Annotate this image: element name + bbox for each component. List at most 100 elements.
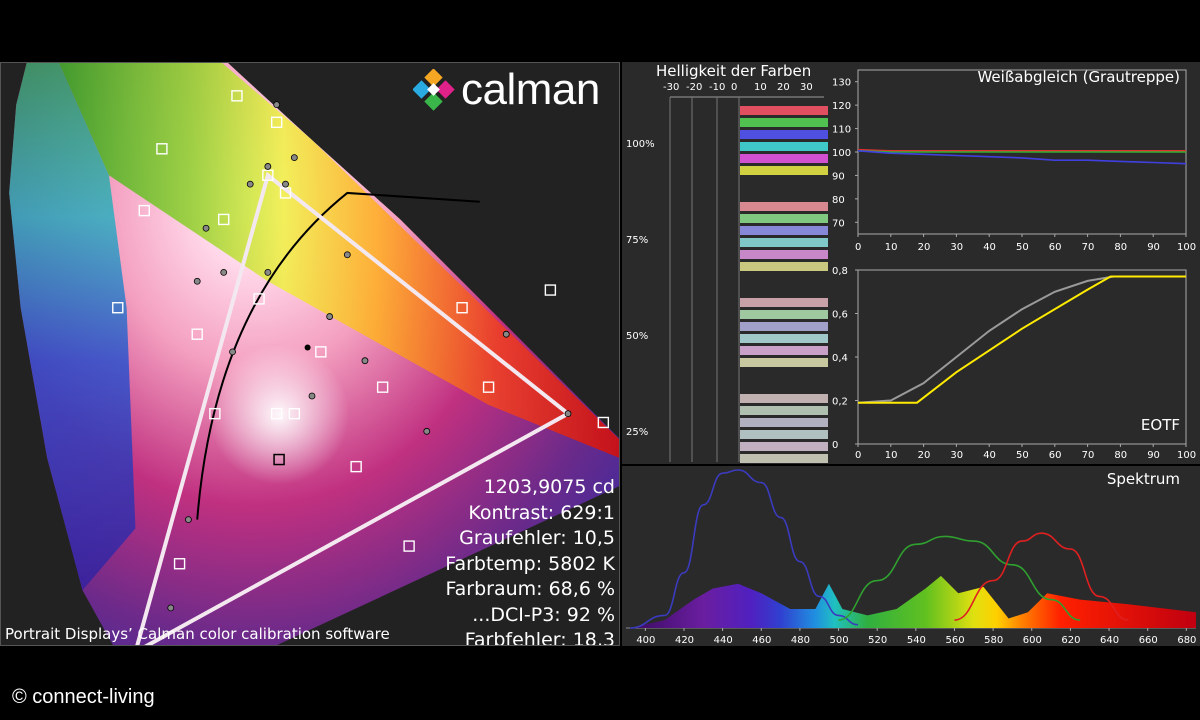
wb-y-tick-2: 110	[832, 125, 851, 136]
spectrum-reference-1	[838, 535, 1081, 621]
target-square-15	[482, 381, 495, 393]
sat-bar-0-2	[740, 130, 828, 139]
spec-x-tick-8: 560	[945, 635, 964, 646]
white-balance-title: Weißabgleich (Grautreppe)	[977, 68, 1180, 86]
spec-x-tick-12: 640	[1100, 635, 1119, 646]
measured-point-10	[343, 251, 351, 259]
measured-point-5	[220, 268, 228, 276]
eotf-x-tick-2: 20	[918, 450, 931, 461]
white-balance-chart: 130 120 110 100 90 80 70 0 10 20 30 40 50 60 70 80 90 100	[832, 69, 1196, 253]
wb-y-tick-4: 90	[832, 171, 845, 182]
spec-x-tick-10: 600	[1023, 635, 1042, 646]
measured-point-7	[290, 154, 298, 162]
measured-point-2	[246, 180, 254, 188]
sat-bar-1-4	[740, 250, 828, 259]
wb-x-tick-2: 20	[918, 242, 931, 253]
eotf-series-0	[857, 275, 1186, 404]
wb-x-tick-8: 80	[1114, 242, 1127, 253]
spec-x-tick-13: 660	[1139, 635, 1158, 646]
spectrum-chart: 400 420 440 460 480 500 520 540 560 580 600 620 640 6…	[626, 469, 1196, 646]
sat-bar-1-1	[740, 214, 828, 223]
target-square-20	[403, 540, 415, 552]
stat-color-space: Farbraum: 68,6 %	[445, 578, 615, 600]
wb-x-tick-5: 50	[1016, 242, 1029, 253]
measured-point-3	[202, 224, 210, 232]
sat-bar-3-1	[740, 406, 828, 415]
sat-x-tick-1: -20	[686, 82, 702, 93]
sat-bar-0-3	[740, 142, 828, 151]
measured-point-12	[564, 410, 572, 418]
target-square-18	[173, 558, 186, 570]
target-square-22	[270, 407, 283, 420]
eotf-frame	[857, 269, 1187, 445]
spec-x-tick-4: 480	[791, 635, 810, 646]
spectrum-panel: 400 420 440 460 480 500 520 540 560 580 600 620 640 6…	[622, 466, 1200, 646]
wb-x-tick-7: 70	[1082, 242, 1095, 253]
eotf-y-tick-3: 0,2	[832, 397, 848, 408]
target-square-11	[376, 381, 389, 393]
sat-bar-2-3	[740, 334, 828, 343]
wb-x-tick-1: 10	[885, 242, 898, 253]
measured-point-11	[502, 330, 510, 338]
sat-y-tick-3: 25%	[626, 427, 648, 438]
target-square-16	[350, 460, 362, 473]
spec-x-tick-0: 400	[636, 635, 655, 646]
wb-x-tick-4: 40	[983, 242, 996, 253]
measured-point-16	[308, 392, 316, 400]
target-square-21	[288, 407, 301, 420]
eotf-chart: 0,8 0,6 0,4 0,2 0 0 10 20 30 40 50 60 70 80 90 100	[832, 266, 1196, 461]
sat-bar-3-4	[740, 442, 828, 451]
eotf-y-tick-1: 0,6	[832, 310, 848, 321]
measurement-stats: 1203,9075 cd Kontrast: 629:1 Graufehler:…	[445, 475, 615, 646]
spec-x-tick-3: 460	[752, 635, 771, 646]
eotf-series-1	[858, 275, 1186, 404]
planckian-locus	[196, 191, 480, 520]
sat-bar-0-4	[740, 154, 828, 163]
spectrum-measured-area	[629, 575, 1196, 628]
eotf-title: EOTF	[1140, 416, 1180, 434]
sat-bar-1-2	[740, 226, 828, 235]
target-square-13	[544, 284, 557, 296]
sat-bar-0-5	[740, 166, 828, 175]
stat-color-temp: Farbtemp: 5802 K	[445, 552, 615, 575]
spec-x-tick-6: 520	[868, 635, 887, 646]
target-square-3	[138, 204, 150, 217]
spec-x-tick-14: 680	[1177, 635, 1196, 646]
sat-y-tick-2: 50%	[626, 331, 648, 342]
measured-point-15	[229, 348, 236, 356]
saturation-chart: -30 -20 -10 0 10 20 30 100% 75% 50% 25%	[626, 82, 828, 463]
saturation-title: Helligkeit der Farben	[656, 62, 812, 80]
target-square-5	[191, 328, 203, 340]
sat-x-tick-4: 10	[754, 82, 767, 93]
measured-point-0	[264, 163, 272, 170]
wb-series-1	[857, 150, 1186, 153]
measured-point-8	[264, 268, 272, 276]
sat-bar-1-5	[740, 262, 828, 271]
eotf-panel: 0,8 0,6 0,4 0,2 0 0 10 20 30 40 50 60 70 80 90 100 EOTF	[828, 262, 1200, 464]
saturation-chart-panel: Helligkeit der Farben -30 -20 -10 0 10 20 30 10…	[622, 62, 828, 464]
measured-point-13	[423, 427, 431, 435]
sat-bar-0-1	[740, 118, 828, 127]
stat-color-error: Farbfehler: 18,3	[464, 629, 615, 646]
spec-x-tick-11: 620	[1061, 635, 1080, 646]
eotf-x-tick-10: 100	[1177, 450, 1196, 461]
sat-x-tick-2: -10	[709, 82, 725, 93]
sat-bar-2-4	[740, 346, 828, 355]
target-square-0	[262, 169, 274, 181]
target-square-12	[456, 302, 468, 314]
wb-y-tick-0: 130	[832, 78, 851, 89]
eotf-x-tick-6: 60	[1049, 450, 1062, 461]
white-balance-panel: 130 120 110 100 90 80 70 0 10 20 30 40 50 60 70 80 90 100…	[828, 62, 1200, 262]
sat-bar-3-3	[740, 430, 828, 439]
copyright-footer: © connect-living	[12, 686, 155, 708]
wb-x-tick-3: 30	[950, 242, 963, 253]
stat-luminance: 1203,9075 cd	[483, 476, 615, 498]
calman-logo-text: calman	[461, 65, 600, 114]
wb-series-2	[857, 150, 1187, 165]
eotf-x-tick-4: 40	[983, 450, 996, 461]
measured-point-6	[282, 180, 289, 188]
calman-logo-icon	[413, 69, 455, 111]
software-caption: Portrait Displays’ Calman color calibrat…	[5, 625, 390, 643]
sat-bar-1-3	[740, 238, 828, 247]
eotf-x-tick-5: 50	[1016, 450, 1029, 461]
